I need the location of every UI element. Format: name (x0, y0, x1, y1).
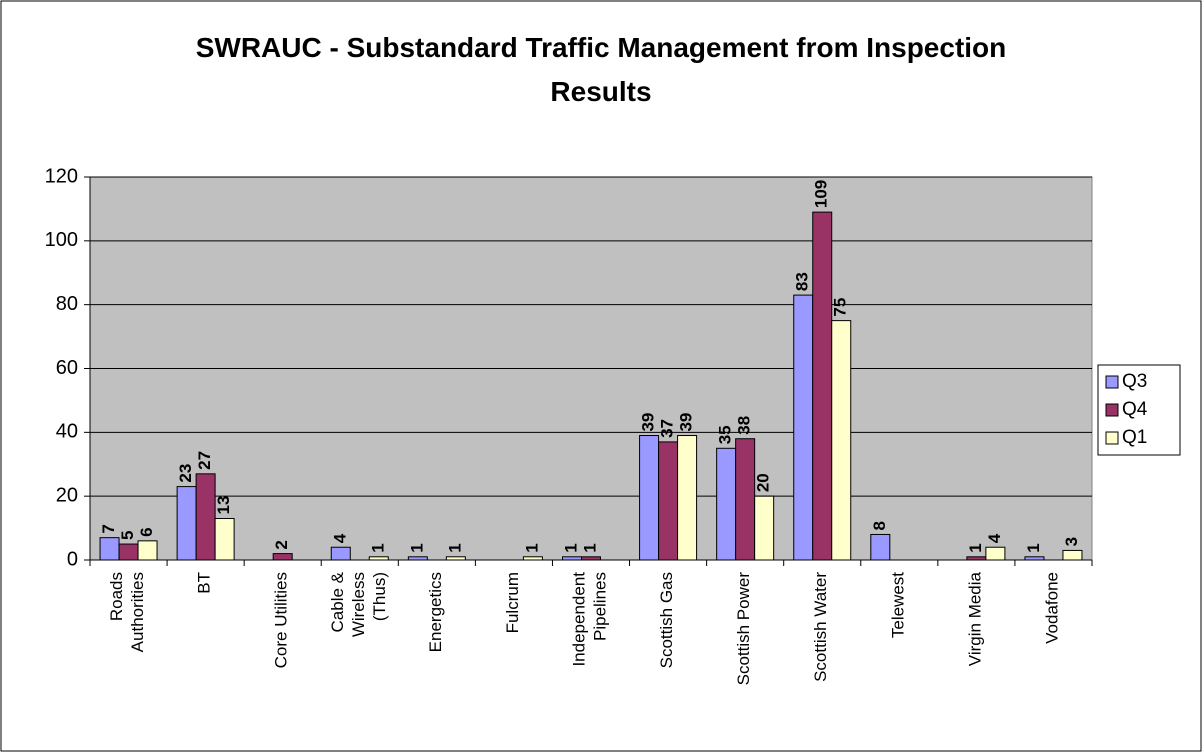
data-label: 1 (966, 543, 985, 552)
data-label: 5 (118, 531, 137, 540)
data-label: 1 (522, 543, 541, 552)
bar (658, 441, 679, 561)
data-label: 83 (793, 272, 812, 291)
x-tick-label: Roads Authorities (108, 572, 148, 652)
legend-label: Q4 (1122, 399, 1148, 420)
x-tick-label: Independent Pipelines (570, 572, 610, 667)
bar (639, 435, 660, 561)
bar (176, 486, 197, 561)
bar (368, 556, 389, 561)
x-tick-label: Fulcrum (503, 572, 522, 633)
data-label: 109 (812, 180, 831, 208)
data-label: 2 (272, 540, 291, 549)
bar (195, 473, 216, 561)
data-label: 13 (214, 496, 233, 515)
bar (677, 435, 698, 561)
x-tick-label: BT (195, 572, 214, 594)
bar (754, 495, 775, 561)
data-label: 37 (658, 419, 677, 438)
legend-swatch (1105, 403, 1119, 417)
bar (812, 211, 833, 561)
bar (445, 556, 466, 561)
bar (272, 553, 293, 561)
y-tick-label: 0 (67, 548, 78, 570)
bar (985, 546, 1006, 561)
y-tick-label: 100 (45, 229, 78, 251)
x-tick-label: Telewest (889, 572, 908, 638)
bar (137, 540, 158, 561)
data-label: 1 (1024, 543, 1043, 552)
y-tick-label: 40 (56, 421, 78, 443)
bar (1062, 549, 1083, 561)
data-label: 38 (735, 416, 754, 435)
y-tick-label: 80 (56, 293, 78, 315)
bar (99, 537, 120, 561)
x-tick-label: Virgin Media (966, 571, 985, 666)
x-tick-label: Scottish Water (812, 572, 831, 682)
data-label: 4 (330, 533, 349, 543)
data-label: 1 (561, 543, 580, 552)
bar (966, 556, 987, 561)
bar (214, 518, 235, 561)
x-tick-label: Vodafone (1043, 572, 1062, 644)
bar (562, 556, 582, 561)
x-tick-label: Energetics (426, 572, 445, 652)
legend-label: Q3 (1122, 371, 1147, 392)
data-label: 39 (677, 413, 696, 432)
x-tick-label: Cable & Wireless (Thus) (328, 571, 389, 637)
data-label: 27 (195, 451, 214, 470)
data-label: 1 (445, 543, 464, 552)
chart-title: SWRAUC - Substandard Traffic Management … (196, 32, 1007, 107)
x-tick-label: Scottish Power (735, 572, 754, 686)
data-label: 8 (870, 521, 889, 530)
bar (118, 543, 139, 561)
data-label: 23 (176, 464, 195, 483)
bar (735, 438, 756, 561)
legend-swatch (1105, 431, 1119, 445)
bar (1024, 556, 1045, 561)
data-label: 1 (407, 543, 426, 552)
data-label: 4 (985, 533, 1004, 543)
data-label: 39 (639, 413, 658, 432)
legend-label: Q1 (1122, 427, 1147, 448)
data-label: 35 (716, 425, 735, 444)
data-label: 1 (368, 543, 387, 552)
bar (330, 546, 351, 561)
data-label: 75 (831, 298, 850, 317)
bar (793, 294, 814, 561)
x-tick-label: Core Utilities (272, 572, 291, 668)
bar (831, 320, 852, 561)
data-label: 20 (754, 473, 773, 492)
bar (522, 556, 543, 561)
data-label: 6 (137, 527, 156, 536)
bar (581, 556, 601, 561)
data-label: 7 (99, 524, 118, 533)
bar (716, 447, 737, 561)
y-tick-label: 120 (45, 165, 78, 187)
y-tick-label: 20 (56, 484, 78, 506)
x-tick-label: Scottish Gas (658, 572, 677, 668)
data-label: 3 (1062, 537, 1081, 546)
bar (407, 556, 428, 561)
bar (870, 533, 891, 561)
legend-swatch (1105, 375, 1119, 389)
data-label: 1 (580, 543, 599, 552)
y-tick-label: 60 (56, 357, 78, 379)
